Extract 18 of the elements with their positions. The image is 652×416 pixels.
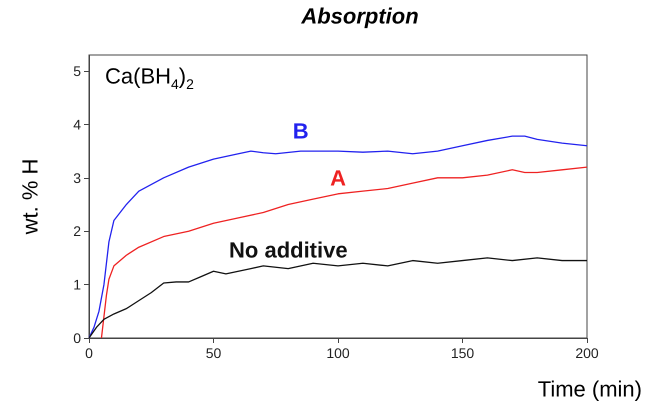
y-tick-label: 0 (73, 330, 82, 346)
y-tick-label: 4 (73, 116, 82, 132)
x-tick-label: 150 (450, 345, 474, 361)
series-label: No additive (229, 237, 348, 262)
y-axis-title: wt. % H (18, 158, 42, 236)
x-tick-label: 50 (206, 345, 222, 361)
y-tick-label: 1 (73, 276, 82, 293)
chart-title: Absorption (300, 4, 419, 28)
series-label: A (330, 165, 346, 190)
y-tick-label: 5 (73, 63, 82, 80)
x-tick-label: 200 (575, 345, 599, 361)
y-tick-label: 2 (73, 223, 82, 240)
x-axis-title: Time (min) (538, 376, 642, 402)
series-label: B (292, 118, 309, 144)
x-tick-label: 0 (85, 345, 94, 361)
y-tick-label: 3 (73, 170, 82, 186)
line-series (100, 166, 588, 339)
x-tick-label: 100 (326, 345, 350, 361)
